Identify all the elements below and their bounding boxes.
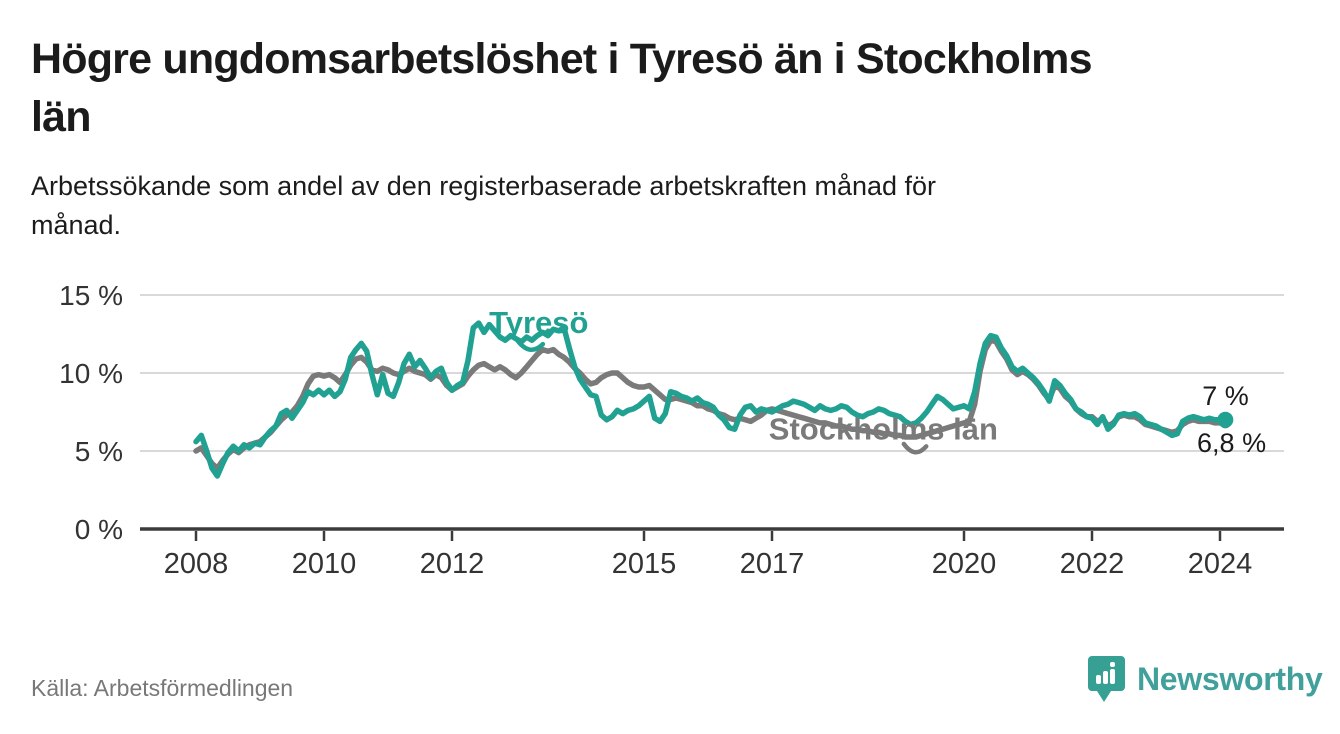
page-title-line2: län	[31, 93, 92, 141]
series-line-tyres-	[193, 320, 1229, 479]
label-pointer-arrow	[901, 441, 929, 455]
page-title: Högre ungdomsarbetslöshet i Tyresö än i …	[31, 30, 1093, 146]
series-end-dot	[1217, 411, 1234, 428]
x-tick-label-2010: 2010	[292, 548, 357, 580]
series-label-tyres-: Tyresö	[489, 305, 588, 340]
y-tick-label-10: 10 %	[59, 358, 123, 389]
chart-subtitle: Arbetssökande som andel av den registerb…	[31, 167, 936, 245]
x-tick-label-2022: 2022	[1060, 548, 1125, 580]
page-title-line1: Högre ungdomsarbetslöshet i Tyresö än i …	[31, 35, 1093, 83]
end-value-annotation: 6,8 %	[1197, 428, 1266, 458]
y-tick-label-0: 0 %	[75, 514, 123, 545]
chart-subtitle-line2: månad.	[31, 210, 122, 240]
label-pointer-arrow	[515, 337, 546, 352]
x-tick-label-2008: 2008	[164, 548, 229, 580]
y-tick-label-15: 15 %	[59, 280, 123, 311]
x-tick-label-2020: 2020	[932, 548, 997, 580]
x-tick-label-2015: 2015	[612, 548, 677, 580]
brand-name: Newsworthy	[1137, 660, 1323, 697]
source-note: Källa: Arbetsförmedlingen	[31, 675, 294, 701]
series-label-stockholms-l-n: Stockholms län	[769, 411, 998, 446]
end-value-annotation: 7 %	[1202, 381, 1249, 411]
brand-logo: Newsworthy	[1088, 656, 1323, 702]
x-tick-label-2017: 2017	[740, 548, 805, 580]
x-tick-label-2024: 2024	[1188, 548, 1253, 580]
chart-subtitle-line1: Arbetssökande som andel av den registerb…	[31, 171, 937, 201]
newsworthy-bubble-icon	[1088, 656, 1125, 702]
y-tick-label-5: 5 %	[75, 436, 123, 467]
x-tick-label-2012: 2012	[420, 548, 485, 580]
